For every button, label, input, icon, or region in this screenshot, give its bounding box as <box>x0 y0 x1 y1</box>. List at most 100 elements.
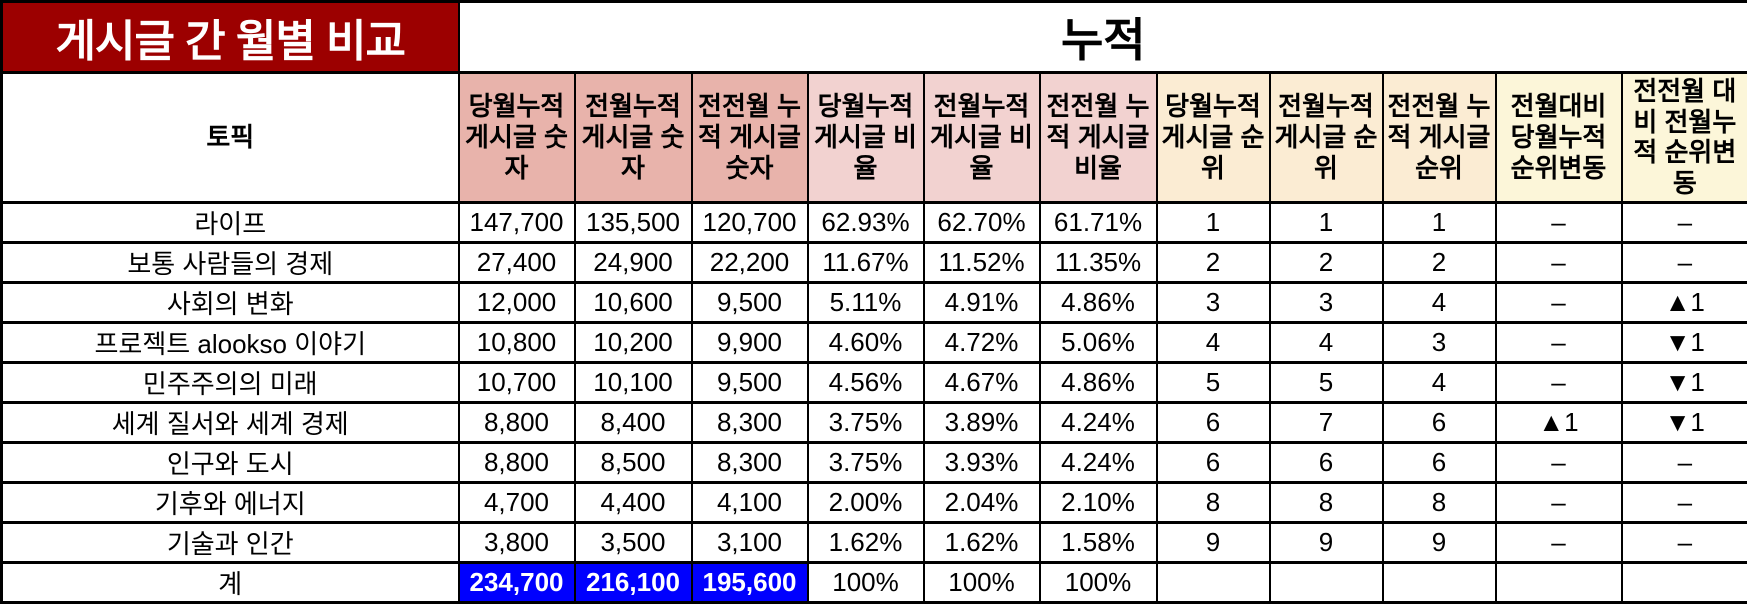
cell-mom-change: – <box>1496 482 1622 522</box>
cell-prev2-ratio: 11.35% <box>1040 242 1157 282</box>
cell-cur-rank: 9 <box>1157 522 1270 562</box>
cell-prev-rank: 6 <box>1270 442 1383 482</box>
cell-prev-ratio: 4.91% <box>924 282 1040 322</box>
column-header-cur-count: 당월누적 게시글 숫자 <box>459 73 575 203</box>
cell-prev-rank: 9 <box>1270 522 1383 562</box>
cell-prev2-rank: 4 <box>1383 282 1496 322</box>
cell-prev-rank: 7 <box>1270 402 1383 442</box>
cell-prev2-count: 9,500 <box>692 282 808 322</box>
column-header-prev2-rank: 전전월 누적 게시글 순위 <box>1383 73 1496 203</box>
topic-cell: 보통 사람들의 경제 <box>2 242 459 282</box>
column-header-mom2-change: 전전월 대비 전월누적 순위변동 <box>1622 73 1747 203</box>
cell-prev-rank <box>1270 562 1383 602</box>
column-header-prev-rank: 전월누적 게시글 순위 <box>1270 73 1383 203</box>
cell-prev-count: 8,500 <box>575 442 692 482</box>
cell-prev-ratio: 11.52% <box>924 242 1040 282</box>
cell-cur-rank: 3 <box>1157 282 1270 322</box>
cell-mom2-change: – <box>1622 442 1747 482</box>
cell-cur-count: 27,400 <box>459 242 575 282</box>
cell-mom-change: – <box>1496 522 1622 562</box>
cell-prev2-rank: 2 <box>1383 242 1496 282</box>
topic-cell: 인구와 도시 <box>2 442 459 482</box>
cell-prev2-count: 3,100 <box>692 522 808 562</box>
cell-mom2-change: – <box>1622 482 1747 522</box>
column-header-prev2-count: 전전월 누적 게시글 숫자 <box>692 73 808 203</box>
cell-mom-change: – <box>1496 202 1622 242</box>
cell-mom2-change: – <box>1622 202 1747 242</box>
cell-prev-count: 10,100 <box>575 362 692 402</box>
cell-mom-change: – <box>1496 322 1622 362</box>
cell-cur-rank: 5 <box>1157 362 1270 402</box>
cell-cur-rank: 1 <box>1157 202 1270 242</box>
cell-prev2-ratio: 4.86% <box>1040 282 1157 322</box>
cell-prev2-ratio: 5.06% <box>1040 322 1157 362</box>
column-header-prev-count: 전월누적 게시글 숫자 <box>575 73 692 203</box>
cell-cur-rank <box>1157 562 1270 602</box>
topic-cell: 라이프 <box>2 202 459 242</box>
cell-prev-ratio: 1.62% <box>924 522 1040 562</box>
cell-prev2-rank: 3 <box>1383 322 1496 362</box>
cell-prev2-count: 120,700 <box>692 202 808 242</box>
cell-prev2-count: 22,200 <box>692 242 808 282</box>
topic-cell: 사회의 변화 <box>2 282 459 322</box>
cell-mom-change: – <box>1496 442 1622 482</box>
cell-prev2-ratio: 4.24% <box>1040 442 1157 482</box>
cell-mom-change: – <box>1496 362 1622 402</box>
cell-prev-count: 24,900 <box>575 242 692 282</box>
cell-mom2-change: – <box>1622 242 1747 282</box>
cell-prev2-ratio: 1.58% <box>1040 522 1157 562</box>
cell-cur-rank: 8 <box>1157 482 1270 522</box>
cell-mom2-change: ▼1 <box>1622 402 1747 442</box>
cell-cur-rank: 6 <box>1157 402 1270 442</box>
cell-mom2-change: ▲1 <box>1622 282 1747 322</box>
cell-prev-ratio: 3.93% <box>924 442 1040 482</box>
cell-cur-ratio: 3.75% <box>808 442 924 482</box>
cell-mom2-change: ▼1 <box>1622 362 1747 402</box>
cell-prev-count: 10,600 <box>575 282 692 322</box>
column-header-mom-change: 전월대비 당월누적 순위변동 <box>1496 73 1622 203</box>
cell-cur-rank: 6 <box>1157 442 1270 482</box>
cell-cur-ratio: 62.93% <box>808 202 924 242</box>
cell-cur-count: 234,700 <box>459 562 575 602</box>
cell-prev-ratio: 4.67% <box>924 362 1040 402</box>
cell-prev2-count: 8,300 <box>692 442 808 482</box>
topic-cell: 기술과 인간 <box>2 522 459 562</box>
column-header-prev2-ratio: 전전월 누적 게시글 비율 <box>1040 73 1157 203</box>
cell-mom-change: ▲1 <box>1496 402 1622 442</box>
cell-prev-count: 135,500 <box>575 202 692 242</box>
cell-cur-ratio: 4.56% <box>808 362 924 402</box>
cell-cur-ratio: 2.00% <box>808 482 924 522</box>
cell-prev-ratio: 100% <box>924 562 1040 602</box>
cell-prev2-rank: 6 <box>1383 402 1496 442</box>
cell-mom2-change: ▼1 <box>1622 322 1747 362</box>
cell-prev-rank: 1 <box>1270 202 1383 242</box>
cell-cur-ratio: 4.60% <box>808 322 924 362</box>
cell-cur-ratio: 1.62% <box>808 522 924 562</box>
cell-prev2-ratio: 4.24% <box>1040 402 1157 442</box>
topic-cell: 민주주의의 미래 <box>2 362 459 402</box>
cell-prev2-count: 9,500 <box>692 362 808 402</box>
cell-prev2-ratio: 100% <box>1040 562 1157 602</box>
cell-cur-count: 10,700 <box>459 362 575 402</box>
column-header-prev-ratio: 전월누적 게시글 비율 <box>924 73 1040 203</box>
cell-prev2-rank: 8 <box>1383 482 1496 522</box>
cell-prev-ratio: 3.89% <box>924 402 1040 442</box>
cell-cur-ratio: 5.11% <box>808 282 924 322</box>
cell-prev2-rank: 6 <box>1383 442 1496 482</box>
cell-prev-ratio: 4.72% <box>924 322 1040 362</box>
cell-cur-ratio: 100% <box>808 562 924 602</box>
group-header-cumulative: 누적 <box>459 2 1747 73</box>
page-title: 게시글 간 월별 비교 <box>2 2 459 73</box>
topic-cell: 프로젝트 alookso 이야기 <box>2 322 459 362</box>
cell-cur-ratio: 3.75% <box>808 402 924 442</box>
topic-cell: 기후와 에너지 <box>2 482 459 522</box>
cell-mom-change: – <box>1496 242 1622 282</box>
